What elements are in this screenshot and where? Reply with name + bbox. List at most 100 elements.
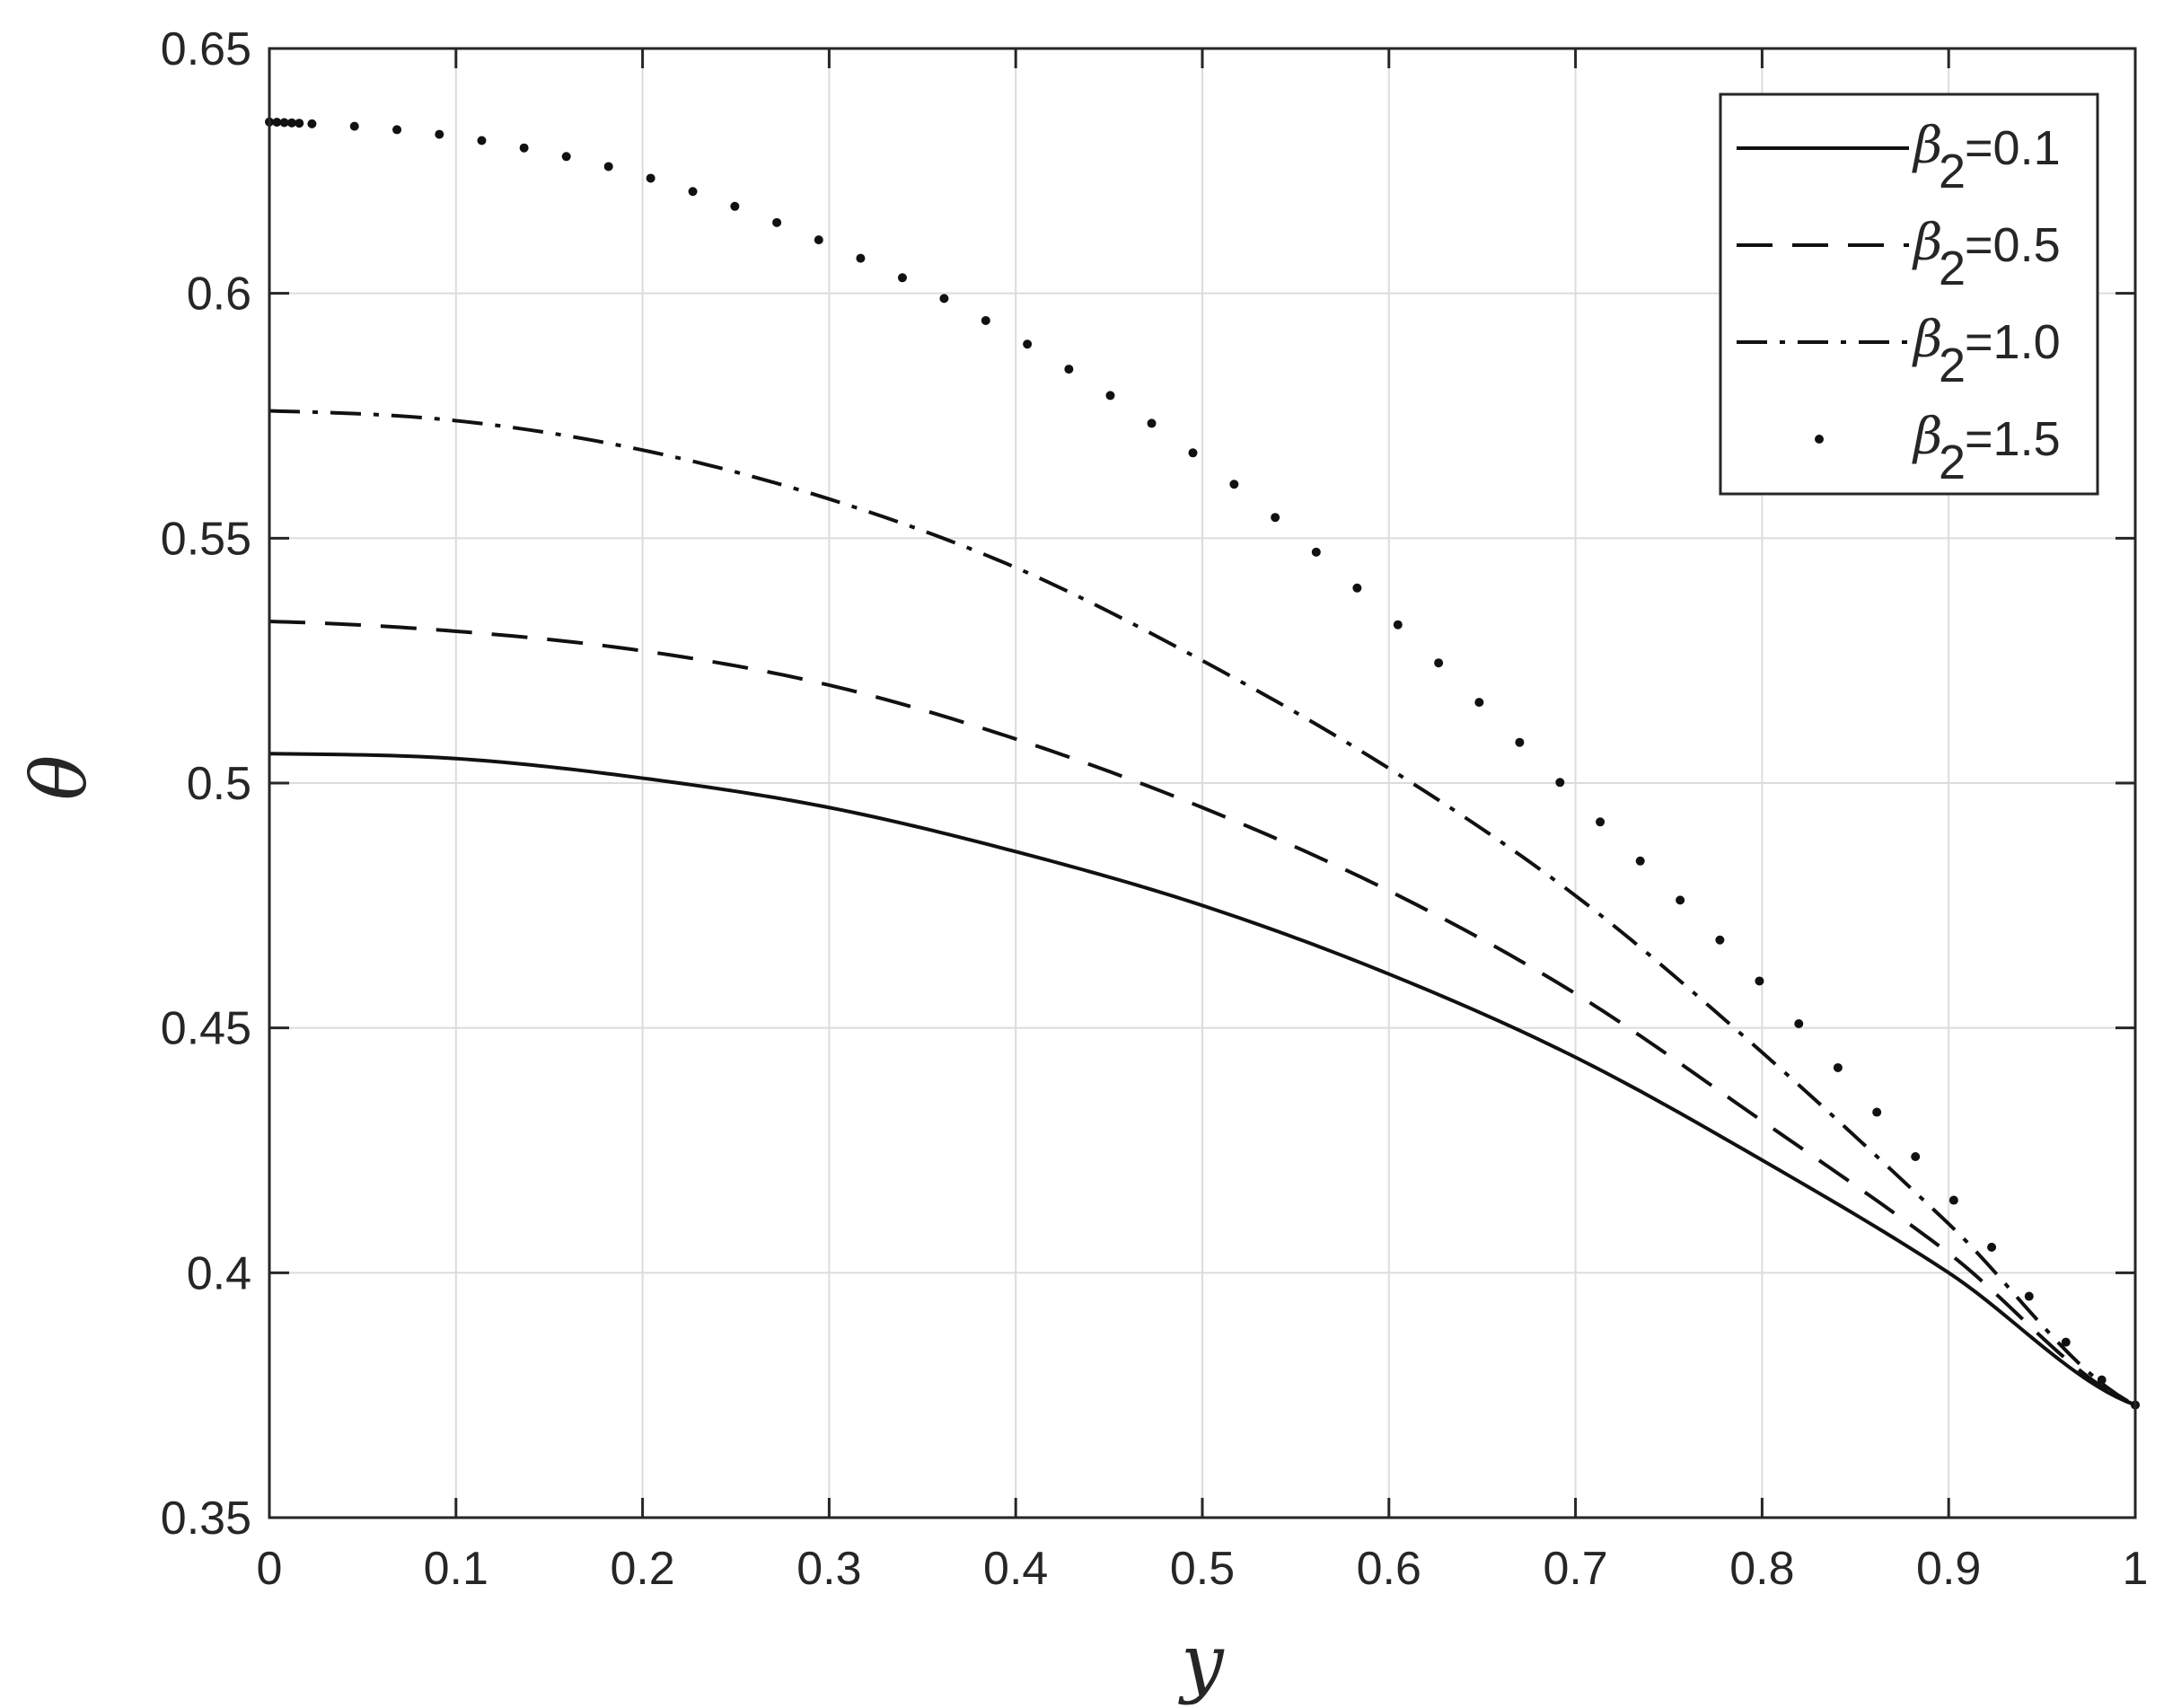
series-point (1474, 698, 1484, 708)
series-point (1311, 547, 1321, 557)
legend-label: =0.1 (1965, 121, 2061, 175)
series-point (279, 118, 289, 128)
series-point (561, 152, 571, 162)
series-point (1229, 480, 1239, 489)
legend-subscript: 2 (1939, 339, 1966, 392)
series-dashdot (268, 409, 2136, 1407)
legend-entry: β2=1.5 (1815, 408, 2061, 489)
series-point (897, 273, 907, 283)
legend-symbol: β (1912, 408, 1942, 466)
series-point (519, 143, 529, 153)
legend-entry: β2=0.1 (1737, 117, 2061, 198)
series-point (477, 136, 487, 145)
series-point (392, 125, 402, 135)
series-point (1352, 583, 1362, 593)
y-axis-label: θ (15, 755, 103, 801)
x-tick-label: 0.8 (1729, 1543, 1794, 1595)
legend-subscript: 2 (1939, 145, 1966, 198)
x-axis-label: y (1177, 1618, 1225, 1706)
series-point (939, 294, 949, 304)
x-tick-label: 0.9 (1916, 1543, 1981, 1595)
legend-symbol: β (1912, 214, 1942, 272)
series-point (1596, 817, 1605, 827)
series-point (2061, 1337, 2071, 1347)
series-point (1872, 1107, 1882, 1117)
series-dashed (268, 620, 2136, 1407)
series-point (1948, 1195, 1958, 1205)
legend-box (1719, 92, 2099, 496)
series-point (1794, 1018, 1804, 1028)
series-point (1188, 448, 1198, 458)
series-point (1833, 1062, 1843, 1072)
series-point (1271, 513, 1280, 523)
series-line (268, 752, 2136, 1407)
y-tick-label: 0.6 (187, 269, 251, 321)
series-point (1434, 658, 1444, 668)
x-tick-label: 0.2 (610, 1543, 674, 1595)
x-tick-label: 0.5 (1170, 1543, 1235, 1595)
series-point (1635, 856, 1645, 866)
series-point (1715, 935, 1725, 945)
series-point (1147, 418, 1157, 428)
series-point (286, 118, 296, 128)
legend-marker (1815, 435, 1824, 444)
legend-label: =1.0 (1965, 315, 2061, 369)
series-point (1515, 737, 1525, 747)
x-tick-label: 0.4 (983, 1543, 1048, 1595)
legend-subscript: 2 (1939, 242, 1966, 295)
legend-symbol: β (1912, 117, 1942, 175)
legend-label: =0.5 (1965, 218, 2061, 272)
y-tick-label: 0.55 (161, 513, 251, 565)
series-point (272, 118, 282, 128)
tick-labels: 0 0.1 0.2 0.3 0.4 0.5 0.6 0.7 0.8 0.9 1 0.35 0.4 0.45… (161, 23, 2149, 1595)
series-point (1393, 620, 1403, 629)
series-point (814, 235, 823, 245)
legend-entry: β2=0.5 (1737, 214, 2061, 295)
series-point (1911, 1151, 1921, 1161)
legend-label: =1.5 (1965, 412, 2061, 466)
legend: β2=0.1β2=0.5β2=1.0β2=1.5 (1719, 92, 2099, 496)
x-tick-label: 0 (257, 1543, 283, 1595)
legend-entry: β2=1.0 (1737, 311, 2061, 392)
series-point (2024, 1291, 2034, 1301)
series-point (1987, 1242, 1997, 1252)
series-point (772, 217, 782, 227)
series-solid (268, 752, 2136, 1407)
series-point (688, 187, 698, 197)
series-point (603, 162, 613, 172)
series-point (1023, 339, 1033, 349)
series-point (349, 121, 359, 131)
legend-subscript: 2 (1939, 436, 1966, 489)
y-tick-label: 0.4 (187, 1247, 251, 1299)
x-tick-label: 0.7 (1543, 1543, 1607, 1595)
series-point (1064, 365, 1074, 374)
series-point (435, 129, 444, 139)
y-tick-label: 0.35 (161, 1492, 251, 1545)
y-tick-label: 0.65 (161, 23, 251, 75)
axes-frame (268, 47, 2137, 1519)
x-tick-label: 0.1 (424, 1543, 488, 1595)
series-point (1105, 391, 1115, 401)
series-point (646, 173, 655, 183)
series-point (1555, 778, 1565, 788)
series-line (268, 620, 2136, 1407)
series-point (730, 201, 740, 211)
legend-symbol: β (1912, 311, 1942, 369)
x-tick-label: 0.3 (796, 1543, 861, 1595)
series-point (856, 253, 866, 263)
series-point (1755, 976, 1764, 986)
y-tick-label: 0.5 (187, 758, 251, 810)
series-point (307, 119, 317, 128)
series-point (2097, 1375, 2107, 1385)
series-point (295, 119, 304, 128)
x-tick-label: 0.6 (1357, 1543, 1421, 1595)
series-dotted (265, 117, 2140, 1410)
y-tick-label: 0.45 (161, 1003, 251, 1055)
series-point (981, 315, 990, 325)
x-tick-label: 1 (2123, 1543, 2149, 1595)
series-line (268, 409, 2136, 1407)
series-layer (265, 117, 2140, 1410)
series-point (1676, 895, 1685, 905)
